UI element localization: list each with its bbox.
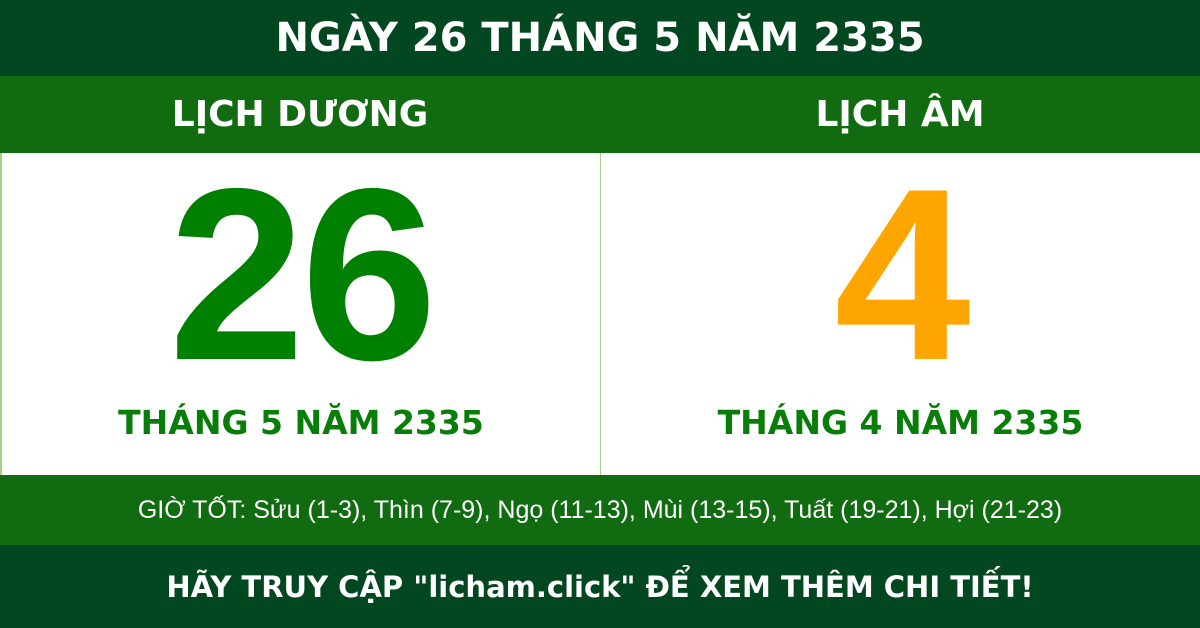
solar-day: 26 xyxy=(168,137,438,411)
solar-month-year: THÁNG 5 NĂM 2335 xyxy=(118,403,484,442)
lunar-panel: 4 THÁNG 4 NĂM 2335 xyxy=(601,137,1200,475)
lunar-day: 4 xyxy=(834,137,970,411)
solar-panel: 26 THÁNG 5 NĂM 2335 xyxy=(2,137,601,475)
good-hours: GIỜ TỐT: Sửu (1-3), Thìn (7-9), Ngọ (11-… xyxy=(0,475,1200,545)
calendar-headers: LỊCH DƯƠNG LỊCH ÂM xyxy=(0,76,1200,153)
page-title: NGÀY 26 THÁNG 5 NĂM 2335 xyxy=(0,0,1200,76)
solar-calendar-label: LỊCH DƯƠNG xyxy=(171,94,429,135)
lunar-month-year: THÁNG 4 NĂM 2335 xyxy=(717,403,1084,442)
calendar-body: 26 THÁNG 5 NĂM 2335 4 THÁNG 4 NĂM 2335 xyxy=(0,137,1200,475)
lunar-calendar-label: LỊCH ÂM xyxy=(815,94,985,135)
footer-cta: HÃY TRUY CẬP "licham.click" ĐỂ XEM THÊM … xyxy=(0,545,1200,628)
